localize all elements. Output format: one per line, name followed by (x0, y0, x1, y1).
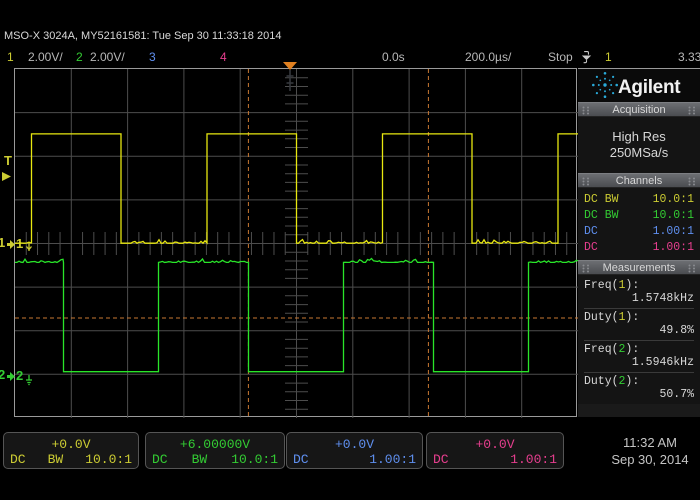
svg-text:1: 1 (0, 235, 5, 250)
svg-text:2: 2 (0, 367, 5, 382)
